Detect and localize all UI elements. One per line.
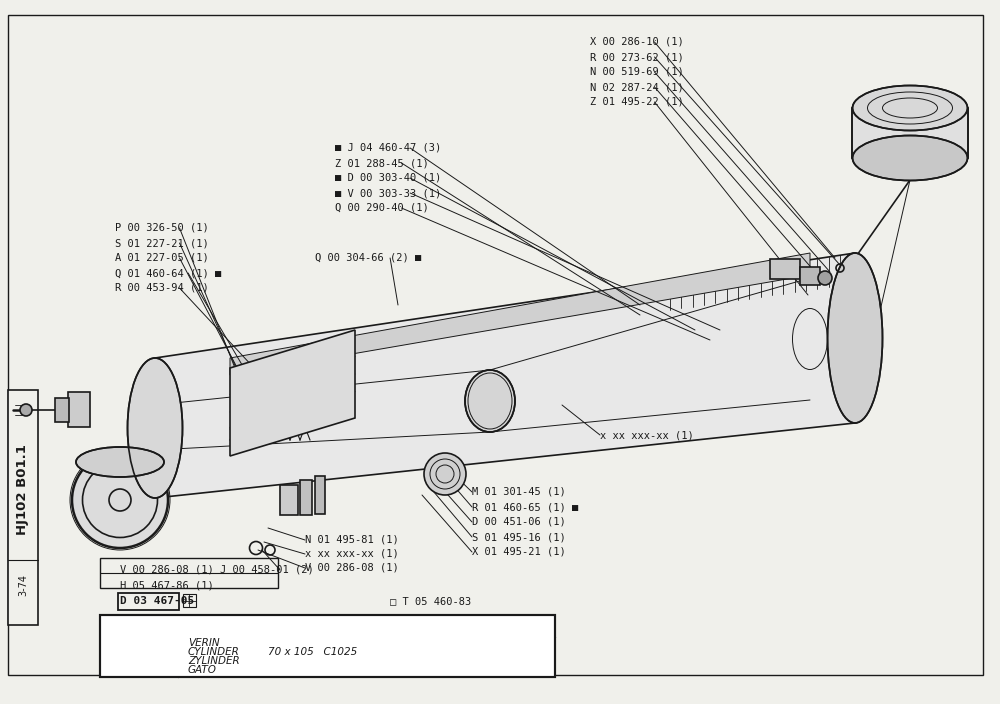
Text: GATO: GATO [188,665,217,675]
Ellipse shape [465,370,515,432]
Text: ZYLINDER: ZYLINDER [188,656,240,666]
Bar [182,594,196,607]
Bar [68,392,90,427]
Bar [100,615,555,677]
Bar [770,259,800,279]
Text: P 00 326-50 (1): P 00 326-50 (1) [115,223,209,233]
Text: □ T 05 460-83: □ T 05 460-83 [390,596,471,606]
Text: Q 01 460-64 (1) ■: Q 01 460-64 (1) ■ [115,268,221,278]
Text: V 00 286-08 (1): V 00 286-08 (1) [305,563,399,573]
Text: N 00 519-69 (1): N 00 519-69 (1) [590,67,684,77]
Text: N 01 495-81 (1): N 01 495-81 (1) [305,535,399,545]
Text: x xx xxx-xx (1): x xx xxx-xx (1) [305,549,399,559]
Text: M 01 301-45 (1): M 01 301-45 (1) [472,487,566,497]
Ellipse shape [128,358,182,498]
Text: ■ J 04 460-47 (3): ■ J 04 460-47 (3) [335,143,441,153]
Text: CYLINDER: CYLINDER [188,647,240,657]
Bar [118,593,178,610]
Bar [300,480,312,515]
Text: N 02 287-24 (1): N 02 287-24 (1) [590,82,684,92]
Text: Z 01 495-22 (1): Z 01 495-22 (1) [590,97,684,107]
Text: A 01 227-05 (1): A 01 227-05 (1) [115,253,209,263]
Text: HJ102 B01.1: HJ102 B01.1 [16,444,30,536]
Text: x xx xxx-xx (1): x xx xxx-xx (1) [600,430,694,440]
Text: R 00 453-94 (1): R 00 453-94 (1) [115,283,209,293]
Text: Z 01 288-45 (1): Z 01 288-45 (1) [335,158,429,168]
Text: ■ V 00 303-33 (1): ■ V 00 303-33 (1) [335,188,441,198]
Text: S 01 227-21 (1): S 01 227-21 (1) [115,238,209,248]
Text: V 00 286-08 (1): V 00 286-08 (1) [120,565,214,575]
Ellipse shape [72,452,168,548]
Bar [100,558,278,588]
Ellipse shape [852,135,968,180]
Text: J 00 458-01 (2): J 00 458-01 (2) [220,565,314,575]
Text: Q 00 290-40 (1): Q 00 290-40 (1) [335,203,429,213]
Bar [315,476,325,514]
Text: D 03 467-05: D 03 467-05 [120,596,194,606]
Text: X 01 495-21 (1): X 01 495-21 (1) [472,547,566,557]
Text: S 01 495-16 (1): S 01 495-16 (1) [472,532,566,542]
Bar [100,615,555,677]
Bar [280,485,298,515]
Text: R 01 460-65 (1) ■: R 01 460-65 (1) ■ [472,502,578,512]
Text: R 00 273-62 (1): R 00 273-62 (1) [590,52,684,62]
Text: X 00 286-10 (1): X 00 286-10 (1) [590,37,684,47]
Text: 3-74: 3-74 [18,574,28,596]
Text: D 00 451-06 (1): D 00 451-06 (1) [472,517,566,527]
Bar [55,398,69,422]
Polygon shape [230,330,355,456]
Polygon shape [155,253,855,498]
Bar [800,267,820,285]
Polygon shape [852,108,968,158]
Ellipse shape [828,253,883,423]
Text: ■ D 00 303-40 (1): ■ D 00 303-40 (1) [335,173,441,183]
Text: VERIN: VERIN [188,638,220,648]
Text: Q 00 304-66 (2) ■: Q 00 304-66 (2) ■ [315,253,421,263]
Ellipse shape [424,453,466,495]
Text: 70 x 105   C1025: 70 x 105 C1025 [268,647,357,657]
Ellipse shape [20,404,32,416]
Polygon shape [230,253,810,375]
Bar [8,390,38,625]
Ellipse shape [76,447,164,477]
Text: H 05 467-86 (1): H 05 467-86 (1) [120,580,214,590]
Ellipse shape [852,85,968,130]
Ellipse shape [818,271,832,285]
